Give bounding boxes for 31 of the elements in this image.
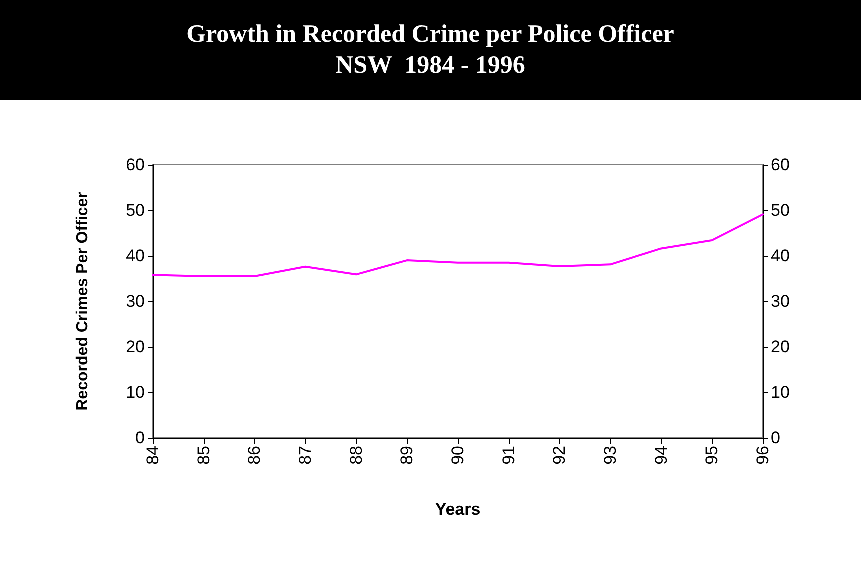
chart-title: Growth in Recorded Crime per Police Officer NSW 1984 - 1996 [0,0,861,100]
x-tick-label: 96 [754,446,772,465]
x-tick-label: 93 [601,446,620,465]
x-tick-label: 85 [194,446,214,465]
x-tick-label: 90 [448,446,468,465]
y-tick-label: 50 [126,201,145,220]
y2-tick-label: 30 [771,292,790,311]
y-axis-title: Recorded Crimes Per Officer [74,192,92,411]
y-tick-label: 40 [126,246,145,266]
x-tick-label: 95 [702,446,722,465]
y2-tick-label: 40 [771,246,790,266]
y2-tick-label: 50 [771,201,790,220]
y-tick-label: 60 [126,156,145,174]
y2-tick-label: 10 [771,383,790,402]
y2-tick-label: 60 [771,156,790,174]
y2-tick-label: 20 [771,338,790,356]
x-axis-title: Years [435,500,481,519]
x-tick-label: 84 [144,446,162,465]
x-tick-label: 87 [296,446,315,465]
x-tick-label: 88 [346,446,366,465]
x-tick-label: 86 [245,446,264,465]
y-tick-label: 0 [136,428,145,448]
y-tick-label: 10 [126,383,145,402]
x-tick-label: 89 [398,446,417,465]
x-tick-label: 91 [499,446,518,465]
y2-tick-label: 0 [771,428,780,448]
y-tick-label: 30 [126,292,145,311]
line-series [152,214,764,278]
y-tick-label: 20 [126,338,145,356]
x-tick-label: 94 [652,446,671,465]
x-tick-label: 92 [550,446,570,465]
